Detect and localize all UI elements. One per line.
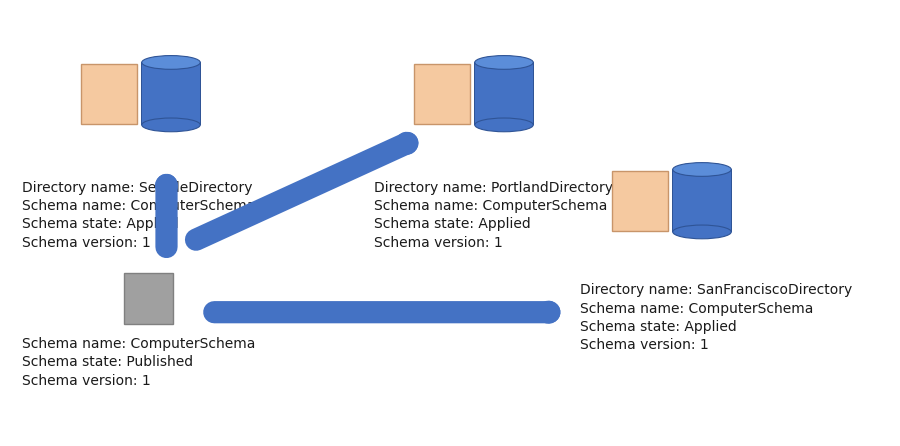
Bar bbox=[673, 169, 731, 232]
Bar bbox=[81, 64, 137, 124]
Ellipse shape bbox=[142, 118, 200, 132]
Bar bbox=[731, 169, 732, 232]
Bar bbox=[475, 62, 533, 125]
Bar bbox=[200, 62, 202, 125]
Bar bbox=[140, 62, 142, 125]
Text: Directory name: SanFranciscoDirectory
Schema name: ComputerSchema
Schema state: : Directory name: SanFranciscoDirectory Sc… bbox=[580, 283, 853, 352]
Bar bbox=[613, 170, 668, 231]
Ellipse shape bbox=[142, 56, 200, 69]
Text: Directory name: PortlandDirectory
Schema name: ComputerSchema
Schema state: Appl: Directory name: PortlandDirectory Schema… bbox=[374, 181, 613, 250]
Ellipse shape bbox=[475, 56, 533, 69]
Ellipse shape bbox=[672, 163, 731, 176]
Ellipse shape bbox=[475, 118, 533, 132]
Bar bbox=[415, 64, 470, 124]
Bar bbox=[124, 273, 173, 325]
Ellipse shape bbox=[672, 225, 731, 239]
Text: Schema name: ComputerSchema
Schema state: Published
Schema version: 1: Schema name: ComputerSchema Schema state… bbox=[22, 337, 256, 388]
Bar bbox=[142, 62, 200, 125]
Bar bbox=[473, 62, 475, 125]
Text: Directory name: SeattleDirectory
Schema name: ComputerSchema
Schema state: Appli: Directory name: SeattleDirectory Schema … bbox=[22, 181, 256, 250]
